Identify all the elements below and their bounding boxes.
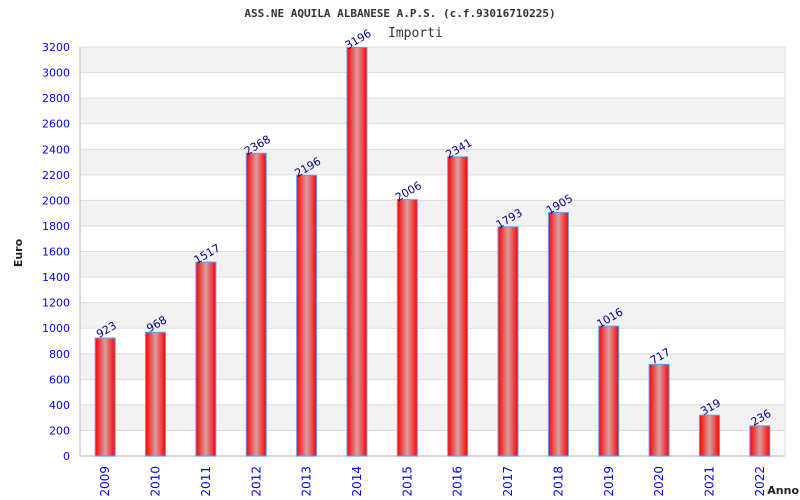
y-tick-label: 3000 bbox=[42, 67, 70, 80]
bar bbox=[245, 152, 267, 457]
grid-band bbox=[80, 353, 785, 380]
bar bbox=[94, 337, 116, 457]
grid-band bbox=[80, 200, 785, 226]
bar bbox=[447, 156, 469, 457]
y-tick-label: 1800 bbox=[42, 220, 70, 233]
x-tick-label: 2014 bbox=[350, 466, 364, 497]
bar bbox=[346, 47, 368, 457]
legend-label: Importi bbox=[388, 26, 443, 41]
y-tick-label: 400 bbox=[49, 399, 70, 412]
x-tick-label: 2009 bbox=[98, 466, 112, 497]
grid-band bbox=[80, 404, 785, 431]
y-tick-label: 1200 bbox=[42, 297, 70, 310]
grid-band bbox=[80, 251, 785, 278]
bar bbox=[648, 363, 670, 457]
bar bbox=[145, 331, 167, 457]
x-tick-label: 2021 bbox=[702, 466, 716, 497]
x-tick-label: 2020 bbox=[652, 466, 666, 497]
bar bbox=[396, 199, 418, 457]
chart-title: ASS.NE AQUILA ALBANESE A.P.S. (c.f.93016… bbox=[244, 7, 555, 20]
y-tick-label: 800 bbox=[49, 348, 70, 361]
grid-band bbox=[80, 47, 785, 73]
bar bbox=[195, 261, 217, 457]
x-tick-label: 2018 bbox=[551, 466, 565, 497]
x-axis-label: Anno bbox=[767, 484, 799, 497]
x-tick-label: 2011 bbox=[199, 466, 213, 497]
bar bbox=[749, 425, 771, 457]
y-axis-label: Euro bbox=[12, 238, 25, 267]
bar bbox=[698, 414, 720, 457]
y-tick-label: 2200 bbox=[42, 169, 70, 182]
bar bbox=[497, 226, 519, 457]
y-tick-label: 1600 bbox=[42, 246, 70, 259]
y-tick-label: 3200 bbox=[42, 41, 70, 54]
y-tick-label: 2000 bbox=[42, 194, 70, 207]
x-tick-label: 2016 bbox=[451, 466, 465, 497]
y-tick-label: 1400 bbox=[42, 271, 70, 284]
y-tick-label: 200 bbox=[49, 424, 70, 437]
y-tick-label: 2800 bbox=[42, 92, 70, 105]
y-tick-label: 600 bbox=[49, 373, 70, 386]
x-tick-label: 2015 bbox=[400, 466, 414, 497]
y-tick-label: 0 bbox=[63, 450, 70, 463]
y-tick-label: 2400 bbox=[42, 143, 70, 156]
x-tick-label: 2012 bbox=[249, 466, 263, 497]
bar bbox=[547, 212, 569, 457]
grid-band bbox=[80, 98, 785, 124]
x-tick-label: 2013 bbox=[300, 466, 314, 497]
grid-band bbox=[80, 302, 785, 329]
bar bbox=[296, 174, 318, 457]
grid-band bbox=[80, 149, 785, 175]
x-tick-label: 2017 bbox=[501, 466, 515, 497]
bar bbox=[598, 325, 620, 457]
x-tick-label: 2010 bbox=[149, 466, 163, 497]
x-tick-label: 2019 bbox=[602, 466, 616, 497]
x-tick-label: 2022 bbox=[753, 466, 767, 497]
y-tick-label: 2600 bbox=[42, 118, 70, 131]
y-tick-label: 1000 bbox=[42, 322, 70, 335]
